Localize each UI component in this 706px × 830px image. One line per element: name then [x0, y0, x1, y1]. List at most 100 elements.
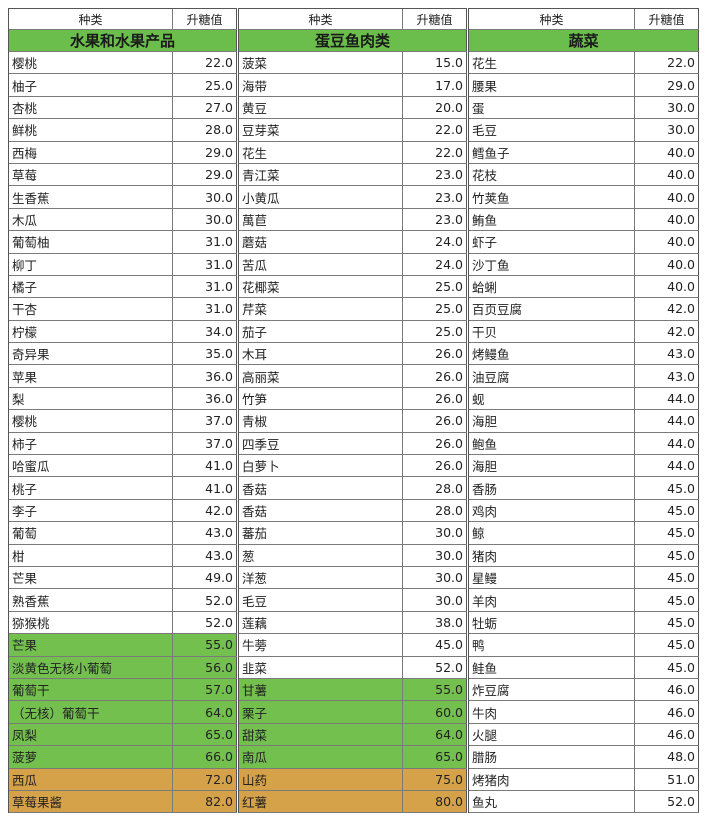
food-name: 葡萄 [9, 522, 173, 544]
food-name: 洋葱 [239, 566, 403, 589]
gi-value: 45.0 [635, 566, 699, 589]
gi-value: 42.0 [635, 298, 699, 320]
table-row: 奇异果 35.0 [9, 343, 237, 366]
food-name: 西梅 [9, 141, 173, 163]
food-name: 蛋 [469, 96, 635, 119]
food-name: 菠萝 [9, 746, 173, 768]
table-row: 木瓜 30.0 [9, 208, 237, 232]
food-name: 樱桃 [9, 410, 173, 432]
table-row: 哈蜜瓜 41.0 [9, 455, 237, 478]
food-name: 花椰菜 [239, 275, 403, 298]
table-row: 竹笋 26.0 [239, 387, 467, 411]
food-name: 牡蛎 [469, 611, 635, 634]
food-name: 橘子 [9, 275, 173, 298]
gi-value: 56.0 [173, 656, 237, 678]
table-row: 鲜桃 28.0 [9, 119, 237, 142]
food-name: 虾子 [469, 231, 635, 253]
gi-value: 30.0 [403, 544, 467, 566]
food-name: 桃子 [9, 477, 173, 499]
category-title: 蔬菜 [469, 30, 699, 51]
rows: 菠菜 15.0 海带 17.0 黄豆 20.0 豆芽菜 22.0 花生 22.0 青江菜 23.0 小黄… [239, 52, 467, 814]
table-row: 香肠 45.0 [469, 477, 699, 500]
food-name: 奇异果 [9, 343, 173, 365]
category-band: 水果和水果产品 [9, 30, 237, 52]
gi-value: 34.0 [173, 320, 237, 343]
food-name: 草莓 [9, 163, 173, 186]
gi-value: 29.0 [173, 163, 237, 186]
food-name: 鳕鱼子 [469, 141, 635, 163]
gi-value: 42.0 [173, 499, 237, 522]
food-name: 鲑鱼 [469, 656, 635, 678]
gi-value: 80.0 [403, 790, 467, 813]
table-row: 樱桃 37.0 [9, 410, 237, 433]
table-row: 小黄瓜 23.0 [239, 186, 467, 209]
gi-value: 31.0 [173, 231, 237, 253]
gi-value: 65.0 [173, 723, 237, 746]
table-row: 鸡肉 45.0 [469, 499, 699, 523]
food-name: 牛肉 [469, 701, 635, 723]
food-name: 凤梨 [9, 723, 173, 746]
gi-value: 22.0 [173, 52, 237, 74]
gi-value: 24.0 [403, 231, 467, 253]
table-row: 花椰菜 25.0 [239, 275, 467, 299]
gi-value: 30.0 [635, 119, 699, 141]
gi-value: 28.0 [403, 477, 467, 499]
food-name: 李子 [9, 499, 173, 522]
table-row: 西瓜 72.0 [9, 768, 237, 791]
gi-value: 43.0 [635, 343, 699, 365]
food-name: 烤猪肉 [469, 768, 635, 790]
gi-value: 64.0 [173, 701, 237, 723]
food-name: 萬苣 [239, 208, 403, 231]
gi-value: 46.0 [635, 701, 699, 723]
table-row: 花枝 40.0 [469, 163, 699, 187]
gi-value: 45.0 [635, 589, 699, 611]
table-row: 淡黄色无核小葡萄 56.0 [9, 656, 237, 679]
food-name: 鲍鱼 [469, 432, 635, 455]
food-name: 葡萄干 [9, 678, 173, 701]
group-fruit: 种类 升糖值 水果和水果产品 樱桃 22.0 柚子 25.0 杏桃 27.0 鲜桃 28.0 西… [8, 8, 237, 814]
food-name: 淡黄色无核小葡萄 [9, 656, 173, 678]
header-row: 种类 升糖值 [9, 8, 237, 30]
gi-value: 45.0 [635, 477, 699, 499]
food-name: 鲜桃 [9, 119, 173, 141]
table-row: 南瓜 65.0 [239, 746, 467, 769]
table-row: 葡萄干 57.0 [9, 678, 237, 702]
gi-value: 26.0 [403, 365, 467, 387]
table-row: 干杏 31.0 [9, 298, 237, 321]
food-name: 鲸 [469, 522, 635, 544]
gi-value: 43.0 [173, 522, 237, 544]
table-row: 菠菜 15.0 [239, 52, 467, 75]
food-name: 生香蕉 [9, 186, 173, 208]
food-name: 海带 [239, 74, 403, 96]
food-name: 草莓果酱 [9, 790, 173, 813]
table-row: 高丽菜 26.0 [239, 365, 467, 388]
gi-value: 30.0 [173, 186, 237, 208]
header-row: 种类 升糖值 [469, 8, 699, 30]
table-row: 梨 36.0 [9, 387, 237, 411]
food-name: 高丽菜 [239, 365, 403, 387]
table-row: 芒果 49.0 [9, 566, 237, 590]
category-band: 蛋豆鱼肉类 [239, 30, 467, 52]
table-row: 鲑鱼 45.0 [469, 656, 699, 679]
table-row: 牡蛎 45.0 [469, 611, 699, 635]
gi-value: 45.0 [635, 499, 699, 522]
rows: 樱桃 22.0 柚子 25.0 杏桃 27.0 鲜桃 28.0 西梅 29.0 草莓 29.0 生香蕉 3… [9, 52, 237, 814]
food-name: 牛蒡 [239, 634, 403, 656]
food-name: 干杏 [9, 298, 173, 320]
food-name: 腰果 [469, 74, 635, 96]
food-name: 干贝 [469, 320, 635, 343]
table-row: 李子 42.0 [9, 499, 237, 523]
gi-value: 57.0 [173, 678, 237, 701]
gi-value: 31.0 [173, 275, 237, 298]
food-name: 香肠 [469, 477, 635, 499]
food-name: 鸡肉 [469, 499, 635, 522]
food-name: 柑 [9, 544, 173, 566]
gi-value: 20.0 [403, 96, 467, 119]
food-name: 蚬 [469, 387, 635, 410]
table-row: 草莓果酱 82.0 [9, 790, 237, 814]
table-row: 鲸 45.0 [469, 522, 699, 545]
food-name: 青江菜 [239, 163, 403, 186]
gi-value: 45.0 [635, 522, 699, 544]
gi-value: 44.0 [635, 432, 699, 455]
table-row: 黄豆 20.0 [239, 96, 467, 120]
